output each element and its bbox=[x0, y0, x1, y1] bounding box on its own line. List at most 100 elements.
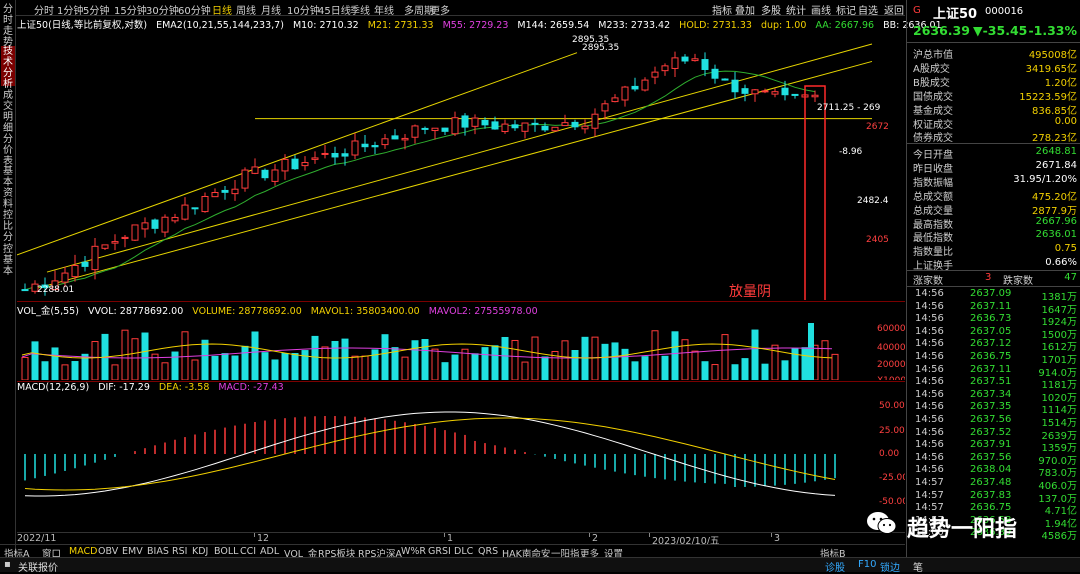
indicator-tab-14[interactable]: W%R bbox=[401, 546, 427, 557]
stat-label: 债券成交 bbox=[913, 133, 953, 145]
toolbar-right-5[interactable]: 标记 bbox=[836, 6, 856, 17]
period-tab-6[interactable]: 日线 bbox=[212, 6, 232, 17]
indicator-tab-2[interactable]: MACD bbox=[69, 546, 98, 557]
status-f10[interactable]: F10 bbox=[858, 559, 877, 570]
dea-line bbox=[24, 417, 836, 491]
volume-chart[interactable]: 60000 40000 20000 X1000 bbox=[17, 315, 905, 380]
candle bbox=[661, 63, 669, 76]
indicator-tab-21[interactable]: 设置 bbox=[604, 549, 624, 560]
sidebar-item-0[interactable]: 分时走势 bbox=[3, 4, 13, 48]
tick-volume: 2639万 bbox=[1041, 430, 1077, 442]
volume-bar bbox=[701, 361, 709, 380]
indicator-tab-5[interactable]: BIAS bbox=[147, 546, 169, 557]
indicator-tab-19[interactable]: 一阳指 bbox=[551, 549, 580, 560]
period-tab-8[interactable]: 月线 bbox=[261, 6, 281, 17]
period-tab-3[interactable]: 15分钟 bbox=[114, 6, 147, 17]
volume-bar bbox=[831, 353, 839, 380]
period-tab-0[interactable]: 分时 bbox=[34, 6, 54, 17]
period-tab-11[interactable]: 季线 bbox=[350, 6, 370, 17]
dea-value: DEA: -3.58 bbox=[158, 382, 210, 393]
tick-time: 14:56 bbox=[915, 288, 944, 299]
quote-panel: G 上证50 000016 2636.39 ▼-35.45 -1.33% 沪总市… bbox=[906, 0, 1080, 557]
toolbar-right-6[interactable]: 自选 bbox=[858, 6, 878, 17]
sidebar-item-3[interactable]: 分价表 bbox=[3, 134, 13, 167]
volume-bar bbox=[411, 340, 419, 380]
period-tab-14[interactable]: 更多 bbox=[430, 6, 450, 17]
period-tab-4[interactable]: 30分钟 bbox=[146, 6, 179, 17]
toolbar-right-4[interactable]: 画线 bbox=[811, 6, 831, 17]
tick-row: 14:57 2636.75 4.71亿 bbox=[907, 502, 1080, 517]
indicator-b-tab[interactable]: 指标B bbox=[820, 549, 846, 560]
indicator-tab-18[interactable]: HAK南命安 bbox=[502, 549, 551, 560]
stat-label: 总成交量 bbox=[913, 205, 953, 217]
status-diagnose[interactable]: 诊股 bbox=[825, 563, 845, 574]
quote-change: ▼-35.45 bbox=[973, 23, 1028, 38]
candle bbox=[601, 100, 609, 120]
indicator-tab-6[interactable]: RSI bbox=[172, 546, 188, 557]
tick-time: 14:56 bbox=[915, 439, 944, 451]
toolbar-right-0[interactable]: 指标 bbox=[712, 6, 732, 17]
indicator-tab-10[interactable]: ADL bbox=[260, 546, 280, 557]
indicator-tab-3[interactable]: OBV bbox=[98, 546, 119, 557]
indicator-tab-12[interactable]: RPS板块 bbox=[318, 549, 356, 560]
candle bbox=[561, 114, 569, 127]
period-tab-7[interactable]: 周线 bbox=[236, 6, 256, 17]
sidebar-item-6[interactable]: 控基本 bbox=[3, 244, 13, 277]
tick-row: 14:56 2636.73 1924万 bbox=[907, 313, 1080, 329]
right-panel-tab[interactable]: 笔 bbox=[913, 563, 923, 574]
toolbar-right-3[interactable]: 统计 bbox=[786, 6, 806, 17]
period-tab-10[interactable]: 45日线 bbox=[318, 6, 351, 17]
candle bbox=[731, 71, 739, 99]
indicator-tab-16[interactable]: DLC bbox=[454, 546, 474, 557]
period-tab-5[interactable]: 60分钟 bbox=[178, 6, 211, 17]
time-axis-tick bbox=[649, 533, 650, 537]
period-tab-1[interactable]: 1分钟 bbox=[57, 6, 84, 17]
tick-volume: 1.94亿 bbox=[1044, 518, 1077, 530]
sidebar-item-1[interactable]: 技术分析 bbox=[1, 46, 15, 90]
toolbar-right-7[interactable]: 返回 bbox=[884, 6, 904, 17]
volume-annotation: 放量阴 bbox=[729, 284, 771, 300]
toolbar-right-2[interactable]: 多股 bbox=[761, 6, 781, 17]
tick-price: 2636.75 bbox=[970, 351, 1012, 362]
indicator-tab-11[interactable]: VOL_金 bbox=[284, 549, 318, 560]
sidebar-item-4[interactable]: 基本资料 bbox=[3, 166, 13, 210]
indicator-tab-1[interactable]: 窗口 bbox=[42, 549, 62, 560]
tick-price: 2636.75 bbox=[970, 502, 1012, 514]
candle bbox=[121, 234, 129, 248]
macd-chart[interactable]: 50.00 25.00 0.00 -25.00 -50.00 bbox=[17, 394, 905, 532]
tick-price: 2637.11 bbox=[970, 363, 1012, 375]
volume-bar bbox=[271, 359, 279, 380]
candle bbox=[191, 207, 199, 215]
low-label: 2288.01 bbox=[37, 285, 74, 295]
sidebar-item-5[interactable]: 控比分 bbox=[3, 210, 13, 243]
indicator-tab-7[interactable]: KDJ bbox=[192, 546, 209, 557]
volume-bar bbox=[61, 364, 69, 380]
status-lock[interactable]: 锁边 bbox=[880, 563, 900, 574]
tick-volume: 1924万 bbox=[1041, 317, 1077, 329]
volume-bar bbox=[31, 341, 39, 380]
candle bbox=[551, 126, 559, 132]
tick-time: 14:57 bbox=[915, 489, 944, 501]
period-tab-13[interactable]: 多周期 bbox=[404, 6, 434, 17]
volume-bar bbox=[141, 332, 149, 380]
period-tab-12[interactable]: 年线 bbox=[374, 6, 394, 17]
status-left[interactable]: 关联报价 bbox=[18, 563, 58, 574]
indicator-tab-15[interactable]: GRSI bbox=[428, 546, 451, 557]
indicator-tab-0[interactable]: 指标A bbox=[4, 549, 30, 560]
period-tab-2[interactable]: 5分钟 bbox=[83, 6, 110, 17]
time-axis-label: 2 bbox=[592, 533, 599, 544]
indicator-tab-17[interactable]: QRS bbox=[478, 546, 499, 557]
indicator-tab-9[interactable]: CCI bbox=[240, 546, 257, 557]
indicator-tab-8[interactable]: BOLL bbox=[214, 546, 239, 557]
candle bbox=[761, 88, 769, 94]
period-tab-9[interactable]: 10分钟 bbox=[287, 6, 320, 17]
stat-label: 指数量比 bbox=[913, 247, 953, 259]
sidebar-item-2[interactable]: 成交明细 bbox=[3, 90, 13, 134]
indicator-tab-20[interactable]: 更多 bbox=[580, 549, 600, 560]
upper-channel-line bbox=[17, 52, 578, 256]
stat-label: 沪总市值 bbox=[913, 50, 953, 61]
indicator-tab-13[interactable]: RPS沪深A bbox=[358, 549, 402, 560]
toolbar-right-1[interactable]: 叠加 bbox=[735, 6, 755, 17]
indicator-tab-4[interactable]: EMV bbox=[122, 546, 143, 557]
